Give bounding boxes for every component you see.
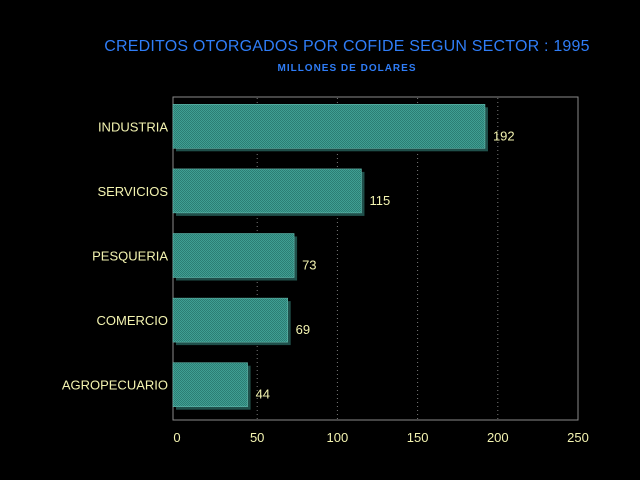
chart-subtitle: MILLONES DE DOLARES <box>277 63 417 74</box>
x-tick-label-100: 100 <box>327 430 349 445</box>
chart-title: CREDITOS OTORGADOS POR COFIDE SEGUN SECT… <box>104 38 590 55</box>
data-label-agropecuario: 44 <box>256 387 270 402</box>
category-label-pesqueria: PESQUERIA <box>92 249 168 264</box>
category-label-industria: INDUSTRIA <box>98 119 168 134</box>
category-label-servicios: SERVICIOS <box>97 184 168 199</box>
x-tick-label-250: 250 <box>567 430 589 445</box>
bar-industria <box>172 104 486 149</box>
data-label-pesqueria: 73 <box>302 258 316 273</box>
bar-comercio <box>172 297 288 343</box>
x-tick-label-0: 0 <box>173 430 180 445</box>
x-tick-label-200: 200 <box>487 430 509 445</box>
data-label-servicios: 115 <box>369 193 390 208</box>
data-label-industria: 192 <box>493 128 515 143</box>
x-tick-label-50: 50 <box>250 430 264 445</box>
bar-servicios <box>172 168 362 214</box>
category-label-comercio: COMERCIO <box>97 313 169 328</box>
x-tick-label-150: 150 <box>407 430 429 445</box>
bar-agropecuario <box>172 362 248 407</box>
bar-pesqueria <box>172 233 295 278</box>
category-label-agropecuario: AGROPECUARIO <box>62 378 168 393</box>
data-label-comercio: 69 <box>296 322 310 337</box>
